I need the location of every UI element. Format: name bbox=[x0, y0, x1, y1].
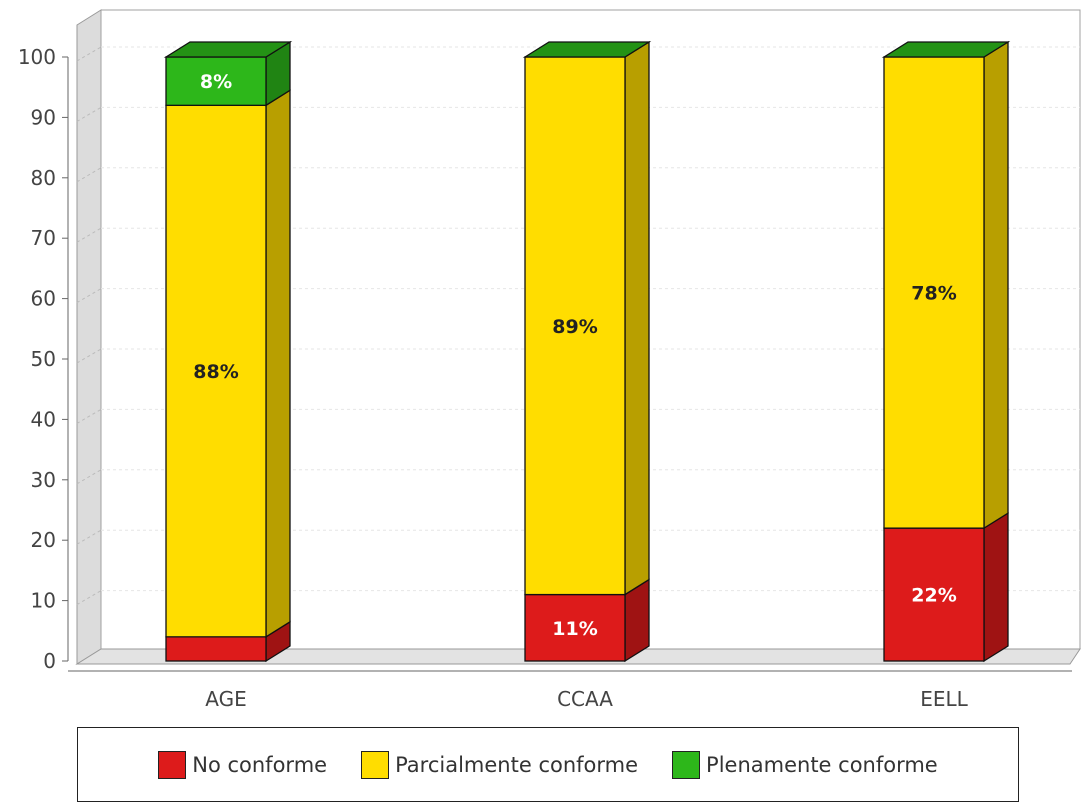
bar bbox=[524, 56, 626, 596]
legend-item: Parcialmente conforme bbox=[361, 750, 639, 779]
gridline-side bbox=[76, 408, 102, 424]
data-label: 8% bbox=[200, 71, 232, 93]
bar-side bbox=[983, 40, 1009, 530]
y-tick-label: 0 bbox=[43, 649, 56, 673]
legend-label: No conforme bbox=[192, 752, 328, 777]
y-tick-label: 50 bbox=[31, 347, 56, 371]
bar-side bbox=[265, 89, 291, 639]
bar bbox=[165, 636, 267, 662]
gridline-side bbox=[76, 46, 102, 62]
bar bbox=[524, 593, 626, 662]
x-tick-label: AGE bbox=[205, 687, 246, 711]
side-wall bbox=[76, 9, 102, 665]
legend-item: No conforme bbox=[158, 750, 328, 779]
gridline-side bbox=[76, 348, 102, 364]
x-tick-label: EELL bbox=[920, 687, 968, 711]
y-tick-label: 40 bbox=[31, 407, 56, 431]
bar bbox=[883, 527, 985, 662]
y-tick-label: 60 bbox=[31, 287, 56, 311]
legend-swatch bbox=[672, 750, 701, 779]
data-label: 88% bbox=[193, 361, 238, 383]
y-tick-label: 80 bbox=[31, 166, 56, 190]
y-tick-label: 70 bbox=[31, 226, 56, 250]
data-label: 78% bbox=[911, 283, 956, 305]
gridline-side bbox=[76, 288, 102, 304]
gridline-side bbox=[76, 469, 102, 485]
data-label: 11% bbox=[552, 618, 597, 640]
gridline-side bbox=[76, 227, 102, 243]
bar-top bbox=[881, 41, 1011, 58]
gridline-side bbox=[76, 529, 102, 545]
gridline-side bbox=[76, 167, 102, 183]
y-tick-label: 20 bbox=[31, 528, 56, 552]
y-tick-label: 30 bbox=[31, 468, 56, 492]
y-tick-label: 10 bbox=[31, 589, 56, 613]
gridline-side bbox=[76, 590, 102, 606]
legend-swatch bbox=[361, 750, 390, 779]
chart-plot: 0 10 20 30 40 50 60 70 80 90 100 88% 8% 11% 89% 22% 78%… bbox=[18, 9, 1081, 711]
data-label: 22% bbox=[911, 585, 956, 607]
x-tick-label: CCAA bbox=[557, 687, 613, 711]
legend-label: Parcialmente conforme bbox=[395, 752, 639, 777]
y-tick-label: 100 bbox=[18, 45, 56, 69]
bar bbox=[883, 56, 985, 529]
bar bbox=[165, 104, 267, 638]
bar bbox=[165, 56, 267, 106]
data-label: 89% bbox=[552, 316, 597, 338]
bar-side bbox=[624, 40, 650, 596]
gridline-side bbox=[76, 106, 102, 122]
bar-side bbox=[983, 511, 1009, 663]
legend-label: Plenamente conforme bbox=[706, 752, 938, 777]
bar-top bbox=[522, 41, 652, 58]
legend-item: Plenamente conforme bbox=[672, 750, 938, 779]
y-tick-label: 90 bbox=[31, 105, 56, 129]
legend: No conforme Parcialmente conforme Plenamen… bbox=[77, 727, 1019, 802]
legend-swatch bbox=[158, 750, 187, 779]
bar-top bbox=[163, 41, 293, 58]
